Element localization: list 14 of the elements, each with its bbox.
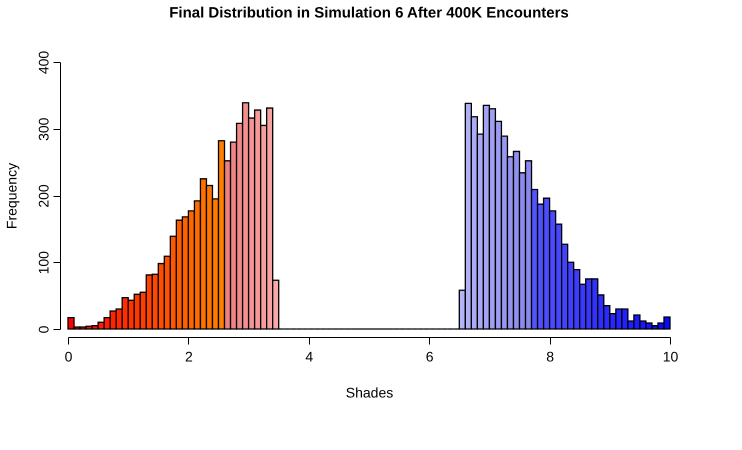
y-tick-label: 100 — [36, 250, 52, 274]
x-tick-label: 10 — [662, 348, 678, 364]
y-axis-title: Frequency — [4, 162, 20, 230]
x-tick-label: 8 — [546, 348, 554, 364]
y-tick-label: 400 — [36, 50, 52, 74]
y-tick-label: 300 — [36, 117, 52, 141]
x-tick-label: 0 — [64, 348, 73, 364]
y-tick-label: 200 — [36, 184, 52, 208]
x-axis-title: Shades — [346, 384, 394, 400]
x-tick-label: 4 — [305, 348, 314, 364]
x-tick-label: 6 — [426, 348, 434, 364]
chart-title: Final Distribution in Simulation 6 After 400K Encounters — [169, 4, 569, 22]
y-tick-label: 0 — [36, 325, 52, 334]
x-tick-label: 2 — [185, 348, 193, 364]
